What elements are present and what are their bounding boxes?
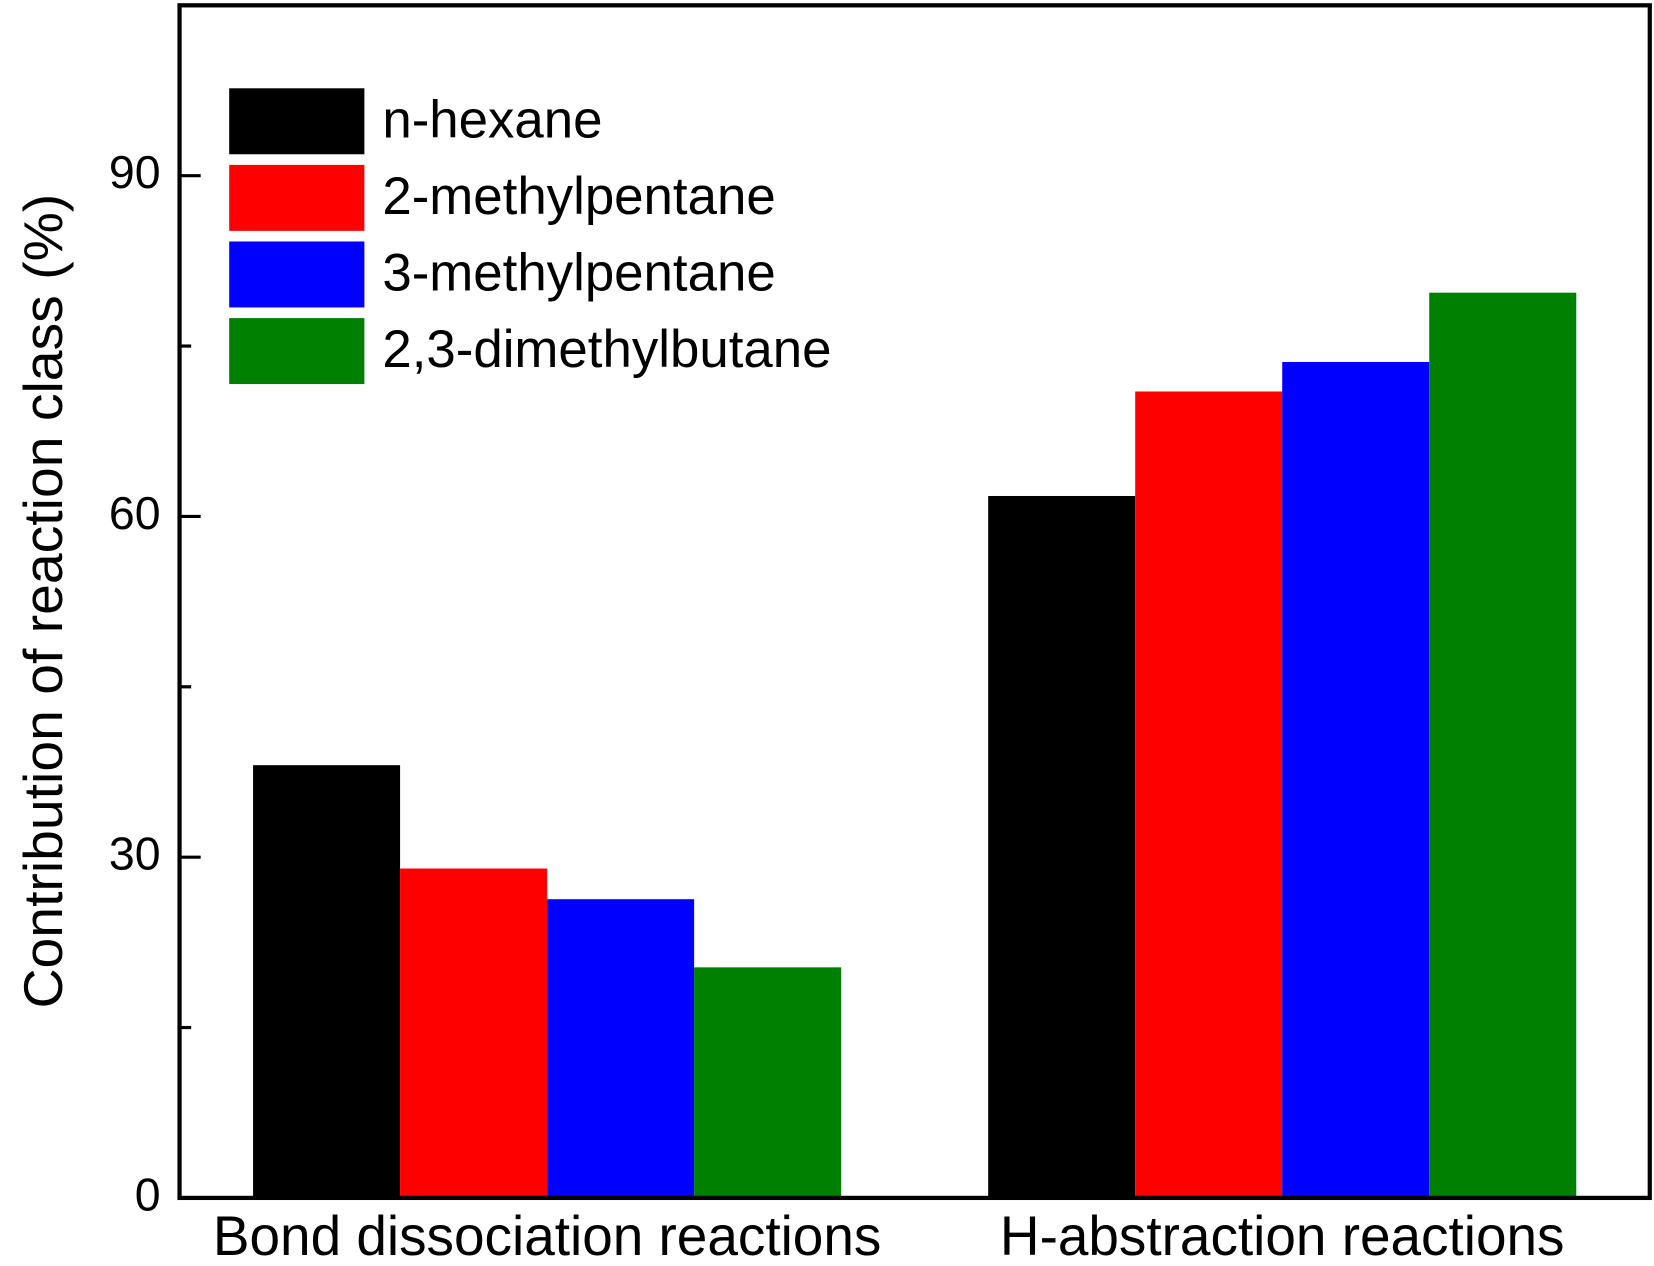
bar	[1282, 361, 1430, 1198]
legend-label: n-hexane	[382, 90, 602, 149]
y-tick-label: 90	[109, 146, 161, 198]
legend-swatch	[229, 318, 365, 385]
bar	[988, 495, 1136, 1198]
legend-label: 3-methylpentane	[382, 243, 775, 302]
legend-swatch	[229, 241, 365, 308]
bar	[253, 765, 401, 1198]
legend-swatch	[229, 164, 365, 231]
bar	[400, 868, 548, 1198]
bar	[547, 899, 695, 1198]
y-axis-title: Contribution of reaction class (%)	[12, 194, 74, 1009]
legend-label: 2-methylpentane	[382, 167, 775, 226]
bar	[1429, 292, 1577, 1198]
y-tick-label: 0	[135, 1168, 161, 1220]
plot-frame	[177, 3, 1652, 1201]
x-tick-label: Bond dissociation reactions	[213, 1205, 881, 1266]
x-tick-label: H-abstraction reactions	[1000, 1205, 1565, 1266]
legend-label: 2,3-dimethylbutane	[382, 320, 831, 379]
y-tick-label: 60	[109, 487, 161, 539]
legend-swatch	[229, 88, 365, 155]
bar	[1135, 391, 1283, 1198]
bar	[694, 967, 842, 1198]
y-tick-label: 30	[109, 827, 161, 879]
